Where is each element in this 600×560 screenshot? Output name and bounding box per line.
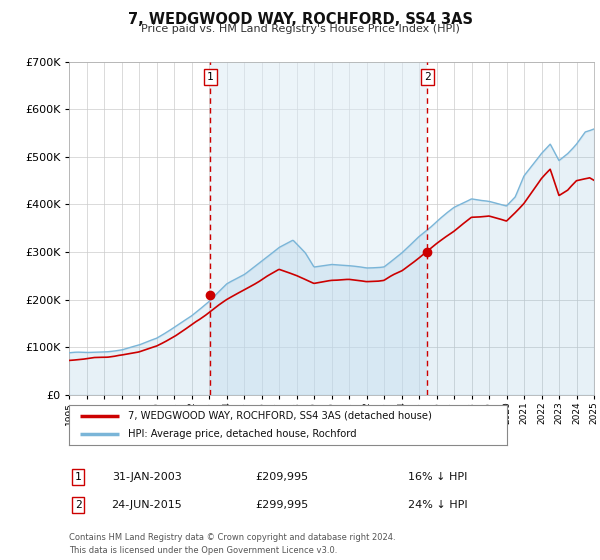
Text: 1: 1 bbox=[207, 72, 214, 82]
Text: 24-JUN-2015: 24-JUN-2015 bbox=[112, 500, 182, 510]
Text: HPI: Average price, detached house, Rochford: HPI: Average price, detached house, Roch… bbox=[128, 430, 357, 439]
Text: 7, WEDGWOOD WAY, ROCHFORD, SS4 3AS (detached house): 7, WEDGWOOD WAY, ROCHFORD, SS4 3AS (deta… bbox=[128, 411, 432, 421]
Text: Price paid vs. HM Land Registry's House Price Index (HPI): Price paid vs. HM Land Registry's House … bbox=[140, 24, 460, 34]
Text: 24% ↓ HPI: 24% ↓ HPI bbox=[408, 500, 467, 510]
Text: £209,995: £209,995 bbox=[256, 472, 308, 482]
Text: 7, WEDGWOOD WAY, ROCHFORD, SS4 3AS: 7, WEDGWOOD WAY, ROCHFORD, SS4 3AS bbox=[128, 12, 473, 27]
Text: 1: 1 bbox=[74, 472, 82, 482]
Text: Contains HM Land Registry data © Crown copyright and database right 2024.
This d: Contains HM Land Registry data © Crown c… bbox=[69, 533, 395, 554]
Bar bbox=[211, 62, 427, 395]
Text: 2: 2 bbox=[424, 72, 431, 82]
Text: £299,995: £299,995 bbox=[256, 500, 308, 510]
Text: 31-JAN-2003: 31-JAN-2003 bbox=[112, 472, 182, 482]
Text: 2: 2 bbox=[74, 500, 82, 510]
Text: 16% ↓ HPI: 16% ↓ HPI bbox=[408, 472, 467, 482]
